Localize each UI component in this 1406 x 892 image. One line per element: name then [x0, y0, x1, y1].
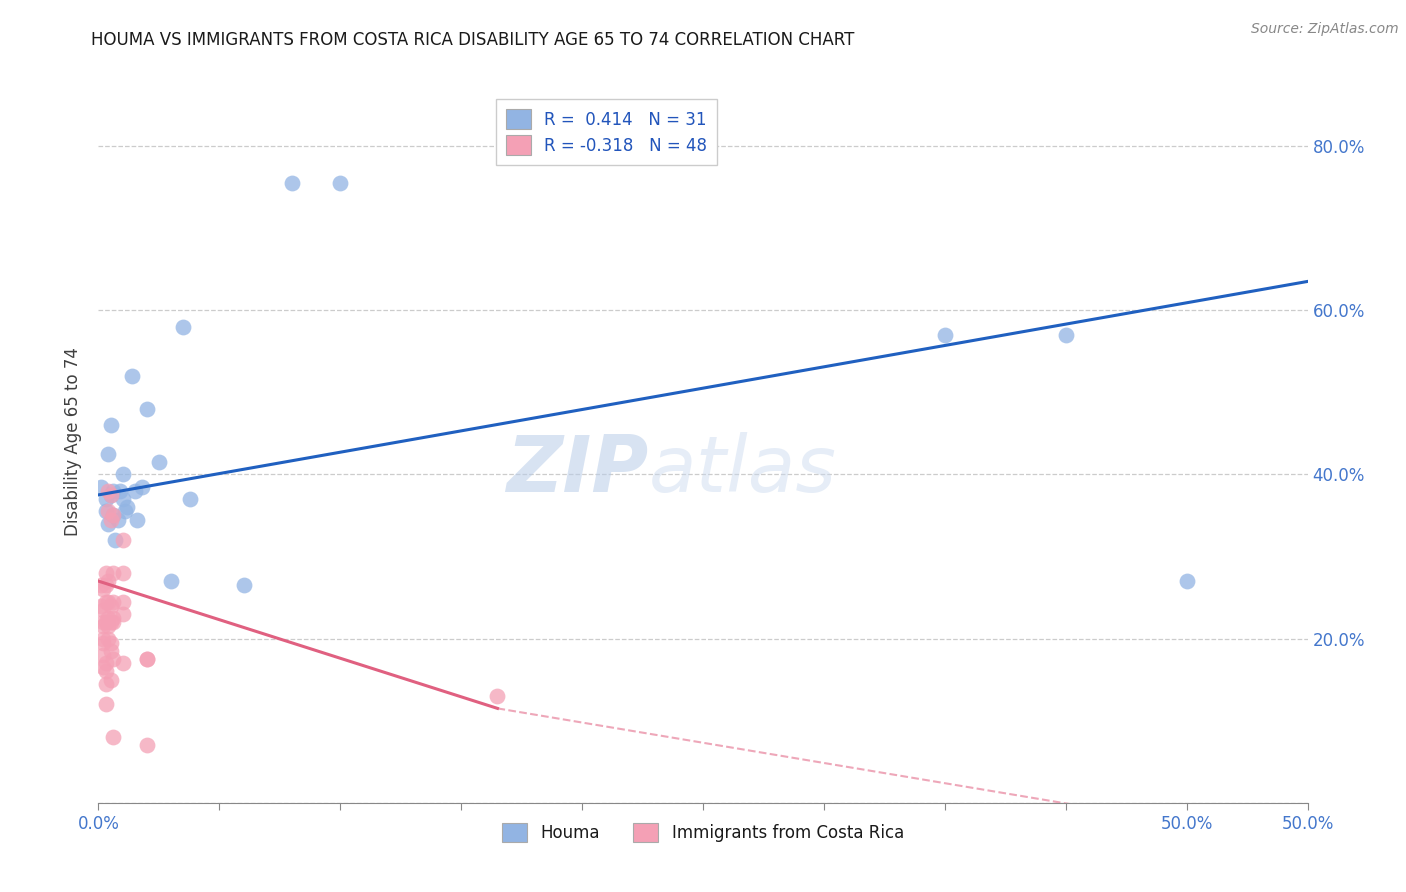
Text: HOUMA VS IMMIGRANTS FROM COSTA RICA DISABILITY AGE 65 TO 74 CORRELATION CHART: HOUMA VS IMMIGRANTS FROM COSTA RICA DISA… [91, 31, 855, 49]
Point [101, 615, 124, 630]
Point [100, 512, 122, 526]
Text: ZIP: ZIP [506, 433, 648, 508]
Point [91, 619, 114, 633]
Point [100, 418, 122, 433]
Point [111, 657, 134, 671]
Point [172, 319, 194, 334]
Point [100, 488, 122, 502]
Point [94, 657, 117, 671]
Point [94, 578, 117, 592]
Point [91, 660, 114, 674]
Point [101, 483, 124, 498]
Point [127, 512, 149, 526]
Point [111, 533, 134, 547]
Point [107, 512, 129, 526]
Legend: Houma, Immigrants from Costa Rica: Houma, Immigrants from Costa Rica [495, 816, 911, 848]
Point [160, 574, 183, 588]
Point [97, 594, 120, 608]
Point [1175, 574, 1198, 588]
Point [108, 483, 131, 498]
Point [101, 508, 124, 523]
Point [117, 500, 139, 515]
Point [101, 611, 124, 625]
Point [179, 491, 201, 506]
Point [100, 615, 122, 630]
Point [91, 636, 114, 650]
Point [121, 368, 143, 383]
Point [148, 455, 170, 469]
Point [101, 652, 124, 666]
Point [97, 611, 120, 625]
Point [486, 689, 509, 703]
Point [101, 508, 124, 523]
Point [91, 648, 114, 662]
Point [97, 619, 120, 633]
Point [94, 615, 117, 630]
Point [100, 636, 122, 650]
Point [101, 594, 124, 608]
Point [100, 673, 122, 687]
Point [131, 480, 153, 494]
Point [94, 491, 117, 506]
Point [97, 632, 120, 646]
Point [97, 574, 120, 588]
Point [94, 504, 117, 518]
Point [90, 599, 112, 613]
Point [100, 644, 122, 658]
Point [90, 480, 112, 494]
Point [104, 533, 127, 547]
Point [97, 483, 120, 498]
Point [94, 677, 117, 691]
Point [124, 483, 146, 498]
Point [934, 327, 956, 342]
Point [91, 582, 114, 597]
Point [90, 578, 112, 592]
Point [94, 566, 117, 580]
Point [135, 401, 157, 416]
Point [94, 665, 117, 679]
Point [91, 615, 114, 630]
Point [100, 488, 122, 502]
Point [91, 632, 114, 646]
Point [1054, 327, 1077, 342]
Point [111, 607, 134, 621]
Point [97, 516, 120, 531]
Point [135, 652, 157, 666]
Text: atlas: atlas [648, 433, 837, 508]
Point [329, 176, 352, 190]
Point [232, 578, 254, 592]
Point [114, 504, 136, 518]
Point [135, 652, 157, 666]
Point [281, 176, 304, 190]
Point [135, 739, 157, 753]
Point [97, 447, 120, 461]
Point [111, 594, 134, 608]
Point [97, 504, 120, 518]
Y-axis label: Disability Age 65 to 74: Disability Age 65 to 74 [65, 347, 83, 536]
Point [111, 491, 134, 506]
Text: Source: ZipAtlas.com: Source: ZipAtlas.com [1251, 22, 1399, 37]
Point [111, 566, 134, 580]
Point [111, 467, 134, 482]
Point [101, 730, 124, 744]
Point [94, 594, 117, 608]
Point [100, 599, 122, 613]
Point [94, 698, 117, 712]
Point [91, 603, 114, 617]
Point [101, 566, 124, 580]
